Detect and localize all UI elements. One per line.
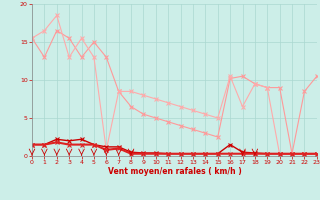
X-axis label: Vent moyen/en rafales ( km/h ): Vent moyen/en rafales ( km/h ): [108, 167, 241, 176]
